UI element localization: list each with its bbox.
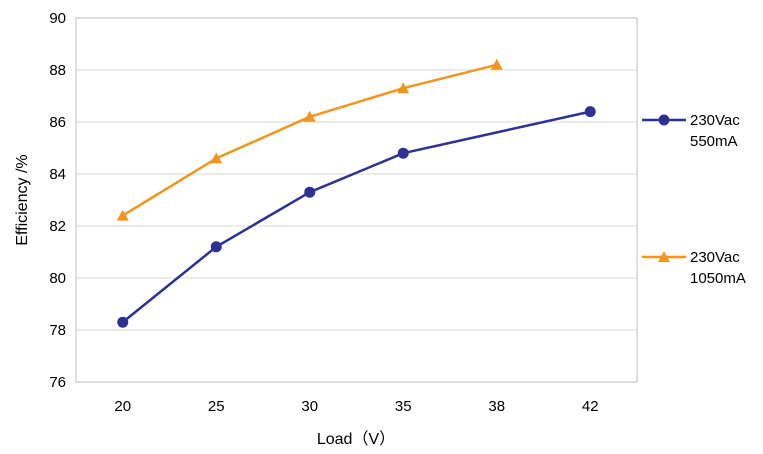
legend-entry: 230Vac 550mA [642, 112, 740, 150]
x-tick-label: 25 [208, 398, 225, 415]
plot-area-frame [75, 17, 638, 383]
y-tick-label: 84 [49, 166, 66, 183]
legend-marker [658, 114, 670, 126]
legend-label: 1050mA [690, 270, 746, 287]
y-axis-ticks: 76 78 80 82 84 86 88 90 [49, 10, 66, 391]
y-tick-label: 80 [49, 270, 66, 287]
data-point-marker [210, 241, 222, 253]
data-point-marker [210, 152, 223, 164]
y-axis-title: Efficiency /% [14, 154, 31, 245]
series-line [121, 110, 591, 324]
data-point-marker [397, 82, 410, 94]
data-point-marker [584, 106, 596, 118]
x-axis-title: Load（V） [317, 430, 395, 448]
y-tick-label: 90 [49, 10, 66, 27]
data-point-marker [117, 316, 129, 328]
x-axis-ticks: 20 25 30 35 38 42 [114, 398, 598, 415]
legend-label: 230Vac [690, 112, 740, 129]
legend-label: 550mA [690, 133, 738, 150]
data-point-marker [397, 147, 409, 159]
legend-label: 230Vac [690, 249, 740, 266]
y-tick-label: 76 [49, 374, 66, 391]
data-point-marker [116, 209, 129, 221]
data-point-marker [490, 58, 503, 70]
grid-lines [76, 69, 637, 331]
series-2 [116, 58, 503, 221]
data-point-marker [304, 186, 316, 198]
x-tick-label: 30 [301, 398, 318, 415]
y-tick-label: 82 [49, 218, 66, 235]
y-tick-label: 86 [49, 114, 66, 131]
y-tick-label: 78 [49, 322, 66, 339]
data-point-marker [303, 110, 316, 122]
x-tick-label: 38 [488, 398, 505, 415]
legend-marker [658, 251, 670, 262]
y-tick-label: 88 [49, 62, 66, 79]
x-tick-label: 35 [395, 398, 412, 415]
series-1 [117, 106, 596, 328]
legend-entry: 230Vac 1050mA [642, 249, 746, 287]
legend: 230Vac 550mA 230Vac 1050mA [642, 112, 746, 287]
x-tick-label: 42 [582, 398, 599, 415]
series-layer [116, 58, 596, 328]
x-tick-label: 20 [114, 398, 131, 415]
